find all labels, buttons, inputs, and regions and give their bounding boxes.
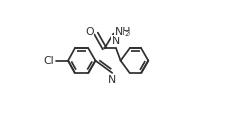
Text: 2: 2 [124, 31, 129, 37]
Text: O: O [85, 27, 94, 37]
Text: N: N [112, 36, 120, 46]
Text: NH: NH [115, 27, 131, 37]
Text: Cl: Cl [44, 56, 54, 66]
Text: N: N [108, 75, 116, 85]
